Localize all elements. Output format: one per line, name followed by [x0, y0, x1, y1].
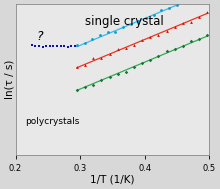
- X-axis label: 1/T (1/K): 1/T (1/K): [90, 175, 135, 185]
- Text: single crystal: single crystal: [85, 15, 163, 28]
- Y-axis label: ln(τ / s): ln(τ / s): [4, 60, 14, 99]
- Text: polycrystals: polycrystals: [25, 117, 80, 126]
- Text: ?: ?: [36, 30, 43, 43]
